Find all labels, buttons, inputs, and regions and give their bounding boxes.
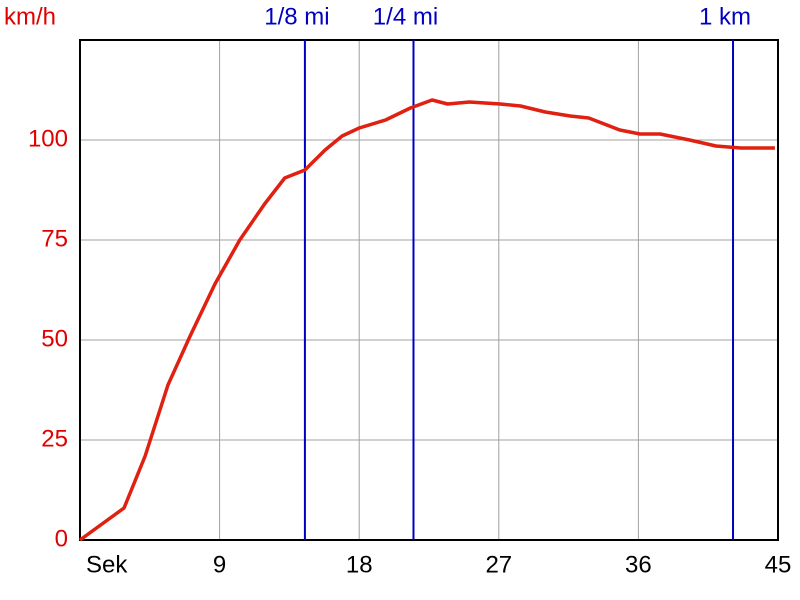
y-tick-label: 25 <box>41 425 68 452</box>
x-tick-label: 45 <box>765 551 792 578</box>
plot-frame <box>79 39 779 541</box>
x-tick-label: 9 <box>213 551 226 578</box>
x-tick-label: Sek <box>86 551 128 578</box>
marker-label: 1 km <box>699 3 751 30</box>
y-tick-label: 100 <box>28 125 68 152</box>
y-tick-label: 50 <box>41 325 68 352</box>
x-tick-label: 18 <box>346 551 373 578</box>
marker-label: 1/4 mi <box>373 3 438 30</box>
data-line <box>78 98 775 542</box>
marker-label: 1/8 mi <box>264 3 329 30</box>
y-tick-label: 75 <box>41 225 68 252</box>
y-tick-label: 0 <box>55 525 68 552</box>
y-axis-label: km/h <box>4 3 56 30</box>
x-tick-label: 36 <box>625 551 652 578</box>
x-tick-label: 27 <box>485 551 512 578</box>
